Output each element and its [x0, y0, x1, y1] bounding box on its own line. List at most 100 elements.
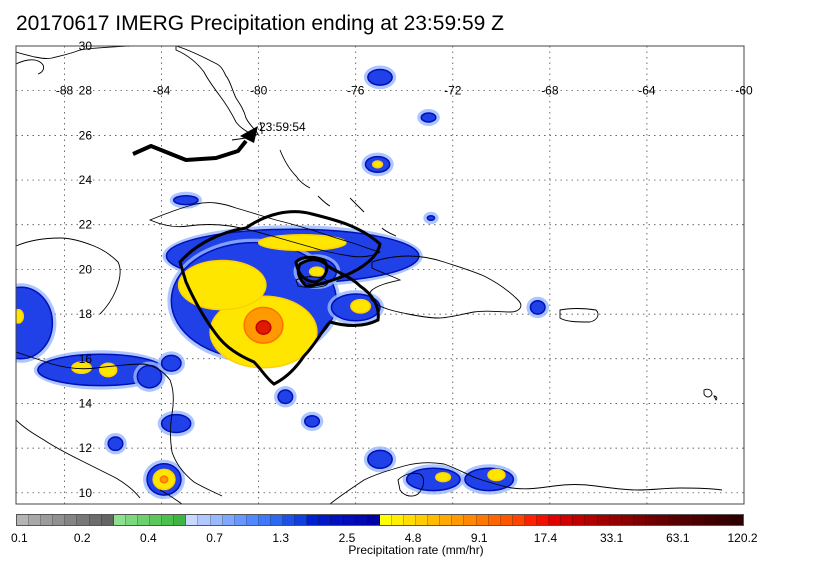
precip-cell: [435, 471, 452, 483]
colorbar-tick-label: 1.3: [272, 531, 290, 545]
colorbar-swatch: [694, 515, 707, 525]
colorbar-swatch: [41, 515, 54, 525]
colorbar-swatch: [295, 515, 308, 525]
colorbar-swatch: [367, 515, 380, 525]
ground-track-arrow-icon: [240, 126, 258, 143]
colorbar-swatch: [125, 515, 138, 525]
colorbar-swatch: [718, 515, 731, 525]
coastline-maracaibo: [397, 472, 425, 497]
colorbar-tick-label: 0.1: [10, 531, 28, 545]
coastline-honduras-west: [16, 419, 141, 499]
colorbar-swatch: [633, 515, 646, 525]
precip-cell: [107, 436, 124, 452]
colorbar-swatch: [537, 515, 550, 525]
storm-contour-inner: [294, 255, 329, 284]
map-title: 20170617 IMERG Precipitation ending at 2…: [16, 12, 504, 35]
lat-label: 22: [79, 218, 93, 232]
colorbar-swatch: [452, 515, 465, 525]
colorbar-tick-label: 0.2: [73, 531, 91, 545]
map-frame: [15, 45, 745, 505]
colorbar-swatch: [512, 515, 525, 525]
colorbar-swatch: [682, 515, 695, 525]
precip-cell: [160, 354, 182, 372]
colorbar-swatch: [331, 515, 344, 525]
lat-label: 10: [79, 486, 93, 500]
coastline-hispaniola: [369, 255, 522, 319]
lon-label: -64: [638, 84, 656, 98]
lat-label: 26: [79, 128, 93, 142]
lat-label: 18: [79, 307, 93, 321]
colorbar-swatch: [355, 515, 368, 525]
colorbar-swatch: [65, 515, 78, 525]
precip-cell: [308, 266, 325, 277]
colorbar-tick-label: 2.5: [338, 531, 356, 545]
precip-cell: [350, 298, 372, 314]
precip-cell: [277, 389, 294, 405]
ground-track-line: [132, 139, 248, 162]
storm-contour: [178, 210, 382, 386]
lat-label: 12: [79, 441, 93, 455]
colorbar-swatch: [53, 515, 66, 525]
colorbar-swatch: [585, 515, 598, 525]
precip-cell: [367, 449, 393, 470]
precip-cell: [16, 308, 25, 324]
colorbar-tick-label: 9.1: [470, 531, 488, 545]
colorbar-swatch: [670, 515, 683, 525]
precip-cell: [160, 413, 192, 434]
lat-label: 24: [79, 173, 93, 187]
coastline-bahamas: [259, 121, 397, 237]
precip-cell: [177, 259, 267, 311]
colorbar-swatch: [210, 515, 223, 525]
colorbar-swatch: [17, 515, 30, 525]
coastline-gulf: [16, 46, 131, 59]
colorbar-tick-label: 63.1: [666, 531, 690, 545]
colorbar-swatch: [198, 515, 211, 525]
colorbar-swatch: [343, 515, 356, 525]
colorbar-tick-label: 0.4: [140, 531, 157, 545]
lon-label: -60: [735, 84, 753, 98]
colorbar-tick-label: 0.7: [206, 531, 223, 545]
lat-label: 20: [79, 262, 93, 276]
colorbar-swatch: [573, 515, 586, 525]
coastline-south-america: [329, 462, 723, 504]
colorbar-swatch: [137, 515, 151, 525]
colorbar-swatch: [307, 515, 320, 525]
colorbar-swatch: [246, 515, 259, 525]
precip-cell: [487, 468, 506, 482]
lat-label: 14: [79, 396, 93, 410]
colorbar-swatch: [391, 515, 404, 525]
colorbar-swatch: [549, 515, 562, 525]
colorbar-swatch: [428, 515, 441, 525]
colorbar-tick-label: 17.4: [533, 531, 558, 545]
colorbar-swatch: [464, 515, 477, 525]
lon-label: -68: [541, 84, 559, 98]
precipitation-colorbar: [16, 514, 744, 526]
lat-label: 30: [79, 39, 93, 53]
coastline-central-america: [16, 351, 223, 504]
colorbar-swatch: [113, 515, 126, 525]
colorbar-swatch: [645, 515, 658, 525]
lon-label: -88: [56, 84, 74, 98]
colorbar-swatch: [561, 515, 574, 525]
colorbar-swatch: [524, 515, 538, 525]
colorbar-swatch: [597, 515, 610, 525]
colorbar-swatch: [283, 515, 296, 525]
precip-cell: [304, 415, 321, 428]
colorbar-swatch: [186, 515, 199, 525]
precipitation-map: 23:59:54 30 28 26 24 22 20 18 16 14 12 10 -88 -84 -80…: [15, 39, 753, 505]
colorbar-swatch: [488, 515, 501, 525]
colorbar-tick-label: 120.2: [727, 531, 758, 545]
precip-cell: [426, 215, 436, 222]
colorbar-swatch: [706, 515, 719, 525]
colorbar-swatch: [730, 515, 743, 525]
lon-label: -80: [250, 84, 268, 98]
coastline-northwest: [16, 59, 45, 75]
coastline-cuba: [148, 202, 382, 258]
coastline-puerto-rico: [559, 308, 599, 323]
colorbar-swatch: [29, 515, 42, 525]
axis-labels: 30 28 26 24 22 20 18 16 14 12 10 -88 -84 -80 -76 -72 -68…: [56, 39, 753, 500]
colorbar-swatch: [657, 515, 671, 525]
colorbar-swatch: [416, 515, 429, 525]
colorbar-swatch: [174, 515, 187, 525]
track-time-label: 23:59:54: [259, 120, 306, 134]
